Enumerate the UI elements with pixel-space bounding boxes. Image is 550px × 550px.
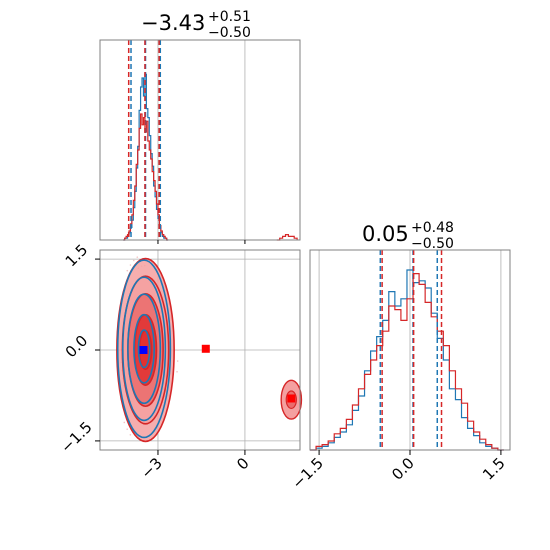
marginal-histogram-param-2: −1.5 0.0 1.5 bbox=[288, 249, 511, 493]
histogram-red bbox=[310, 273, 504, 451]
contour-blue bbox=[116, 259, 172, 439]
y-tick-label: 1.5 bbox=[62, 241, 92, 271]
sample-point bbox=[176, 360, 179, 362]
marker-blue_marker bbox=[139, 346, 148, 354]
title-param-1-plus: +0.51 bbox=[208, 9, 251, 25]
sample-point bbox=[123, 421, 126, 424]
contour-blue bbox=[137, 329, 151, 369]
histogram-blue bbox=[310, 269, 504, 451]
histogram-red-outlier bbox=[276, 234, 298, 241]
joint-contour-panel: −3 0 −1.5 0.0 1.5 bbox=[57, 241, 303, 482]
sample-point bbox=[126, 269, 129, 272]
contour-blue bbox=[133, 313, 155, 384]
x-tick-label: −1.5 bbox=[288, 454, 326, 492]
y-tick-label: −1.5 bbox=[57, 418, 95, 456]
marginal-histogram-param-1 bbox=[99, 39, 301, 244]
sample-point bbox=[136, 256, 139, 258]
title-param-2-minus: −0.50 bbox=[411, 236, 454, 252]
x-tick-label: −3 bbox=[137, 454, 165, 482]
y-tick-label: 0.0 bbox=[62, 332, 92, 362]
x-tick-label: 1.5 bbox=[479, 454, 509, 484]
sample-point bbox=[177, 349, 179, 351]
title-param-1-median: −3.43 bbox=[141, 11, 205, 35]
x-tick-label: 0 bbox=[233, 454, 252, 473]
title-param-2-median: 0.05 bbox=[362, 222, 409, 246]
contour-blue bbox=[121, 276, 167, 422]
marker-red_marker bbox=[201, 344, 210, 353]
contour-blue bbox=[127, 293, 162, 405]
sample-point bbox=[129, 433, 132, 436]
title-param-2-plus: +0.48 bbox=[411, 220, 454, 236]
sample-point bbox=[126, 428, 128, 430]
panel-frame-top-left bbox=[99, 39, 301, 241]
sample-point bbox=[129, 264, 132, 266]
title-param-1-minus: −0.50 bbox=[208, 25, 251, 41]
marker-red_marker bbox=[287, 394, 296, 403]
sample-point bbox=[132, 259, 135, 262]
sample-point bbox=[176, 370, 178, 373]
x-tick-label: 0.0 bbox=[388, 454, 418, 484]
